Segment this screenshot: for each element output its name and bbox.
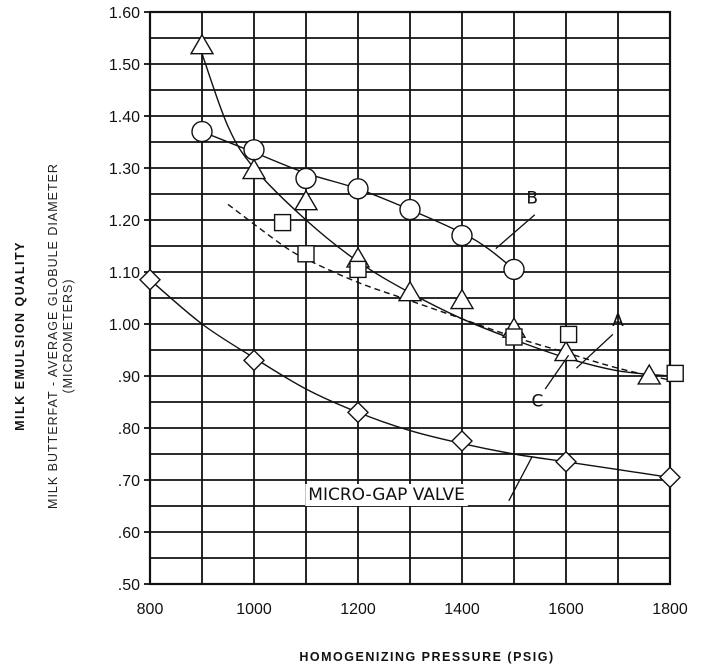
leader-line-a xyxy=(575,333,614,369)
diamond-marker xyxy=(555,450,577,473)
square-marker xyxy=(559,325,578,344)
triangle-marker xyxy=(449,288,475,310)
x-axis-title: HOMOGENIZING PRESSURE (PSIG) xyxy=(299,650,554,664)
diamond-marker xyxy=(139,268,161,291)
annotations: B A C MICRO-GAP VALVE xyxy=(305,189,624,506)
y-tick-label: 1.00 xyxy=(109,317,140,334)
circle-marker xyxy=(191,120,213,143)
label-background xyxy=(305,484,468,506)
y-axis-units: (MICROMETERS) xyxy=(61,278,75,393)
curve-label-c: C xyxy=(531,391,543,411)
square-marker xyxy=(349,260,367,279)
curve-a xyxy=(227,203,676,382)
x-tick-label: 1000 xyxy=(236,601,272,618)
circle-marker xyxy=(347,178,369,200)
y-tick-label: 1.30 xyxy=(109,161,140,178)
circle-marker xyxy=(451,224,473,247)
x-tick-label: 1400 xyxy=(444,601,480,618)
curves xyxy=(149,53,676,479)
diamond-marker xyxy=(347,401,369,424)
y-tick-label: .60 xyxy=(118,525,140,542)
circle-marker xyxy=(399,198,421,221)
y-tick-label: 1.20 xyxy=(109,213,140,230)
diamond-marker xyxy=(243,349,265,372)
y-tick-label: .90 xyxy=(118,369,140,386)
square-marker xyxy=(273,213,292,232)
y-tick-label: .70 xyxy=(118,473,140,490)
triangle-marker xyxy=(189,33,215,55)
y-tick-label: .50 xyxy=(118,577,140,594)
y-axis-title: MILK EMULSION QUALITY xyxy=(13,241,27,431)
y-tick-label: 1.50 xyxy=(109,57,140,74)
y-tick-label: .80 xyxy=(118,421,140,438)
tick-labels: .50 .60 .70 .80 .90 1.00 1.10 1.20 1.30 1.40 1.50 1… xyxy=(109,5,688,618)
curve-micro-gap-valve xyxy=(149,279,671,479)
leader-line-micro-gap-valve xyxy=(508,456,533,502)
circle-marker xyxy=(243,139,265,161)
square-marker xyxy=(666,364,684,383)
x-tick-label: 800 xyxy=(137,601,164,618)
square-marker xyxy=(297,245,315,263)
leader-line-b xyxy=(495,214,536,250)
curve-label-b: B xyxy=(526,189,538,209)
triangle-marker xyxy=(553,340,579,362)
square-marker xyxy=(505,328,523,346)
y-tick-label: 1.10 xyxy=(109,265,140,282)
markers xyxy=(139,33,684,489)
triangle-marker xyxy=(636,363,662,385)
leader-line-c xyxy=(544,354,570,390)
y-axis-subtitle: MILK BUTTERFAT - AVERAGE GLOBULE DIAMETE… xyxy=(46,163,60,509)
curve-label-micro-gap-valve: MICRO-GAP VALVE xyxy=(308,485,465,505)
triangle-marker xyxy=(293,189,319,211)
curve-label-a: A xyxy=(612,311,624,331)
y-tick-label: 1.60 xyxy=(109,5,140,22)
circle-marker xyxy=(503,258,525,281)
circle-marker xyxy=(295,167,317,190)
y-tick-label: 1.40 xyxy=(109,109,140,126)
x-tick-label: 1200 xyxy=(340,601,376,618)
x-tick-label: 1600 xyxy=(548,601,584,618)
x-tick-label: 1800 xyxy=(652,601,688,618)
curve-c xyxy=(201,53,671,377)
triangle-marker xyxy=(397,280,423,302)
diamond-marker xyxy=(659,466,681,489)
triangle-marker xyxy=(241,158,267,180)
diamond-marker xyxy=(451,430,473,452)
